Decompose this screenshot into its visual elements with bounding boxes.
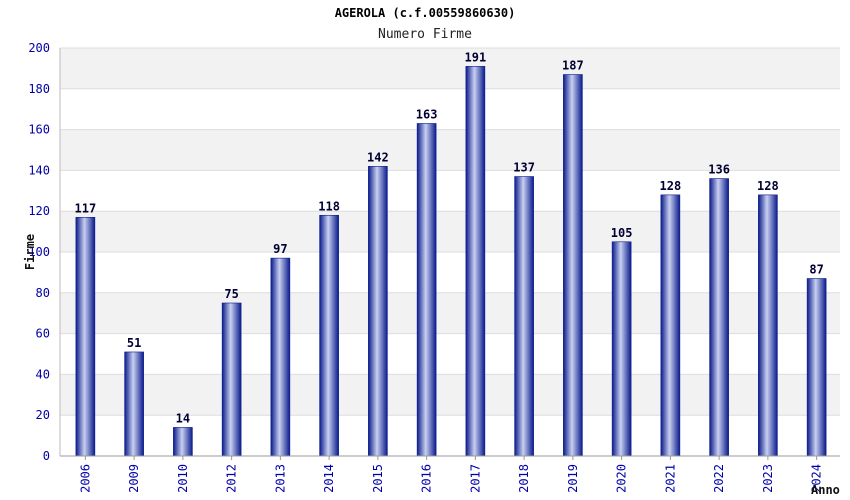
bar-2016	[416, 123, 437, 457]
y-tick-label: 80	[36, 286, 50, 300]
x-tick-label-2015: 2015	[371, 464, 385, 493]
bar-2017	[465, 66, 486, 457]
bar-2006	[75, 217, 96, 457]
grid-band	[60, 129, 840, 171]
data-label-2012: 75	[224, 287, 238, 301]
x-tick-label-2020: 2020	[615, 464, 629, 493]
x-tick-label-2018: 2018	[517, 464, 531, 493]
data-label-2022: 136	[708, 163, 730, 177]
grid-band	[60, 48, 840, 89]
data-label-2009: 51	[127, 336, 141, 350]
x-axis-label: Anno	[811, 483, 840, 497]
chart-subtitle: Numero Firme	[378, 27, 472, 42]
bar-2015	[368, 166, 388, 457]
x-tick-label-2010: 2010	[176, 464, 190, 493]
bar-2021	[660, 194, 681, 457]
bar-2013	[270, 257, 291, 457]
bar-2024	[806, 278, 827, 457]
data-label-2016: 163	[416, 107, 438, 121]
y-tick-labels: 0 20 40 60 80 100 120 140 160 180 200	[28, 41, 50, 463]
x-tick-label-2024: 2024	[810, 464, 824, 493]
bars	[75, 66, 827, 457]
data-label-2013: 97	[273, 242, 287, 256]
chart-title: AGEROLA (c.f.00559860630)	[335, 6, 516, 20]
bar-2010	[173, 427, 193, 457]
y-tick-label: 120	[28, 204, 50, 218]
data-label-2014: 118	[318, 199, 340, 213]
x-tick-label-2014: 2014	[322, 464, 336, 493]
bar-2018	[514, 176, 534, 457]
x-tick-label-2016: 2016	[420, 464, 434, 493]
bar-2014	[319, 214, 339, 457]
x-tick-labels: 2006 2009 2010 2012 2013 2014 2015 2016 2017 2018…	[78, 456, 824, 493]
data-label-2020: 105	[611, 226, 633, 240]
y-tick-label: 100	[28, 245, 50, 259]
y-tick-label: 140	[28, 163, 50, 177]
data-label-2006: 117	[75, 201, 97, 215]
x-tick-label-2017: 2017	[468, 464, 482, 493]
y-tick-label: 60	[36, 327, 50, 341]
y-tick-label: 160	[28, 123, 50, 137]
x-tick-label-2021: 2021	[663, 464, 677, 493]
y-tick-label: 40	[36, 367, 50, 381]
bar-2022	[709, 178, 729, 457]
bar-2023	[758, 194, 778, 457]
x-tick-label-2019: 2019	[566, 464, 580, 493]
bar-2019	[563, 74, 583, 457]
y-tick-label: 200	[28, 41, 50, 55]
bar-2012	[221, 302, 242, 457]
x-tick-label-2023: 2023	[761, 464, 775, 493]
y-axis-label: Firme	[23, 234, 37, 270]
x-tick-label-2022: 2022	[712, 464, 726, 493]
data-label-2018: 137	[513, 161, 535, 175]
y-tick-label: 180	[28, 82, 50, 96]
x-tick-label-2012: 2012	[225, 464, 239, 493]
y-tick-label: 20	[36, 408, 50, 422]
data-label-2017: 191	[465, 50, 487, 64]
x-tick-label-2009: 2009	[127, 464, 141, 493]
data-label-2010: 14	[176, 411, 190, 425]
data-label-2023: 128	[757, 179, 779, 193]
x-tick-label-2006: 2006	[78, 464, 92, 493]
data-label-2019: 187	[562, 59, 584, 73]
data-label-2015: 142	[367, 150, 389, 164]
bar-2020	[611, 241, 632, 457]
data-labels: 117 51 14 75 97 118 142 163 191 137 187 105 128 136 12…	[75, 50, 824, 425]
data-label-2024: 87	[809, 263, 823, 277]
data-label-2021: 128	[660, 179, 682, 193]
y-tick-label: 0	[43, 449, 50, 463]
x-tick-label-2013: 2013	[273, 464, 287, 493]
bar-2009	[124, 351, 144, 457]
